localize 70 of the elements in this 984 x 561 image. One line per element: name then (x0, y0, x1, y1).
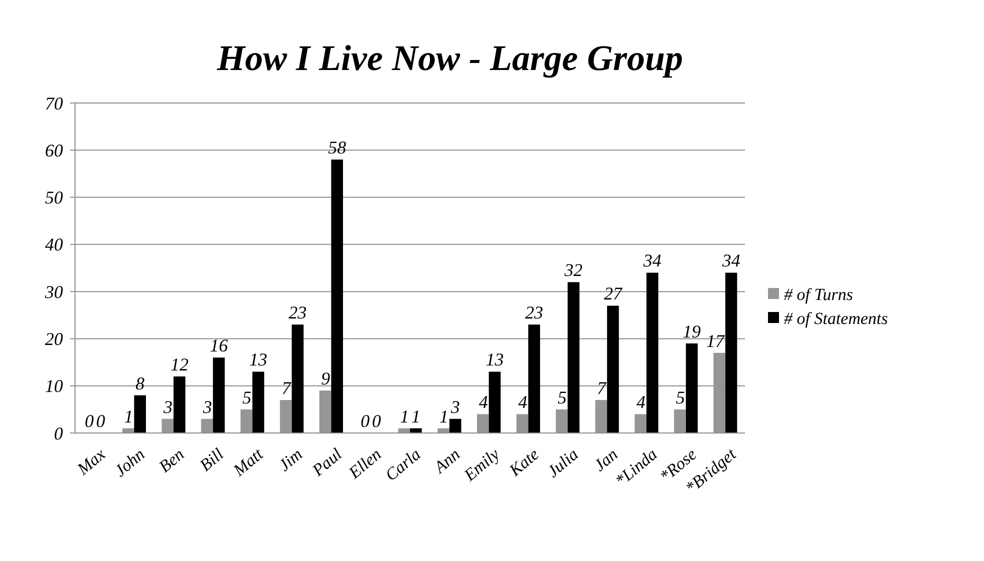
data-label: 0 (84, 411, 94, 431)
y-tick-label: 20 (45, 329, 63, 350)
y-tick-label: 50 (45, 188, 63, 208)
x-tick-label: Julia (544, 444, 582, 482)
y-tick-label: 70 (45, 93, 63, 114)
x-tick-label: John (110, 444, 148, 480)
data-label: 8 (136, 373, 145, 394)
data-label: 27 (604, 284, 623, 304)
data-label: 23 (525, 302, 544, 323)
data-label: 19 (682, 321, 701, 342)
x-tick-label: Ann (430, 444, 464, 478)
x-tick-label: Max (72, 444, 110, 480)
data-label: 0 (372, 411, 381, 431)
chart-title: How I Live Now - Large Group (216, 38, 683, 78)
x-tick-label: Jan (590, 444, 622, 475)
data-label: 7 (282, 378, 292, 398)
data-label: 3 (450, 396, 460, 417)
data-label: 17 (706, 330, 726, 351)
data-label: 12 (170, 354, 188, 374)
x-tick-label: Kate (504, 444, 543, 480)
bar (252, 372, 264, 433)
data-label: 1 (411, 406, 420, 426)
legend-label: # of Turns (784, 284, 854, 304)
x-tick-label: Ellen (344, 444, 385, 483)
bar (292, 324, 304, 433)
bar (212, 358, 225, 433)
bar (174, 376, 186, 433)
data-label: 3 (202, 396, 212, 417)
data-label: 4 (636, 392, 646, 412)
bar (607, 306, 619, 433)
data-label: 32 (564, 260, 583, 280)
x-tick-label: Bill (196, 444, 228, 475)
y-tick-label: 40 (45, 234, 63, 255)
x-tick-label: Matt (228, 444, 268, 480)
legend-label: # of Statements (784, 308, 888, 328)
data-label: 1 (439, 406, 448, 426)
bar (686, 343, 698, 433)
bar (449, 418, 462, 433)
data-label: 16 (210, 336, 228, 356)
y-tick-label: 60 (45, 140, 63, 160)
y-tick-label: 0 (54, 423, 63, 444)
data-label: 5 (242, 387, 252, 408)
x-tick-label: Ben (155, 444, 188, 476)
y-tick-label: 10 (45, 376, 63, 396)
bar (331, 160, 343, 433)
data-label: 13 (486, 350, 504, 370)
data-label: 4 (518, 392, 528, 412)
y-tick-label: 30 (44, 282, 63, 302)
data-label: 34 (721, 250, 740, 271)
data-label: 5 (676, 387, 685, 408)
data-label: 1 (124, 406, 134, 426)
bar (134, 395, 146, 433)
data-label: 1 (400, 406, 409, 426)
x-tick-label: Jim (274, 444, 306, 475)
data-label: 0 (96, 411, 106, 431)
bar (725, 272, 738, 433)
data-label: 4 (478, 392, 488, 412)
bar (646, 272, 658, 433)
data-label: 13 (249, 350, 268, 370)
data-label: 23 (288, 302, 307, 323)
bar (568, 282, 580, 433)
data-label: 58 (328, 138, 346, 158)
bar (528, 324, 540, 433)
data-label: 3 (162, 396, 173, 417)
data-label: 7 (597, 378, 608, 398)
bar (488, 372, 501, 433)
data-label: 0 (360, 411, 370, 431)
data-label: 9 (321, 368, 330, 389)
data-label: 5 (558, 387, 567, 408)
data-label: 34 (642, 250, 662, 271)
